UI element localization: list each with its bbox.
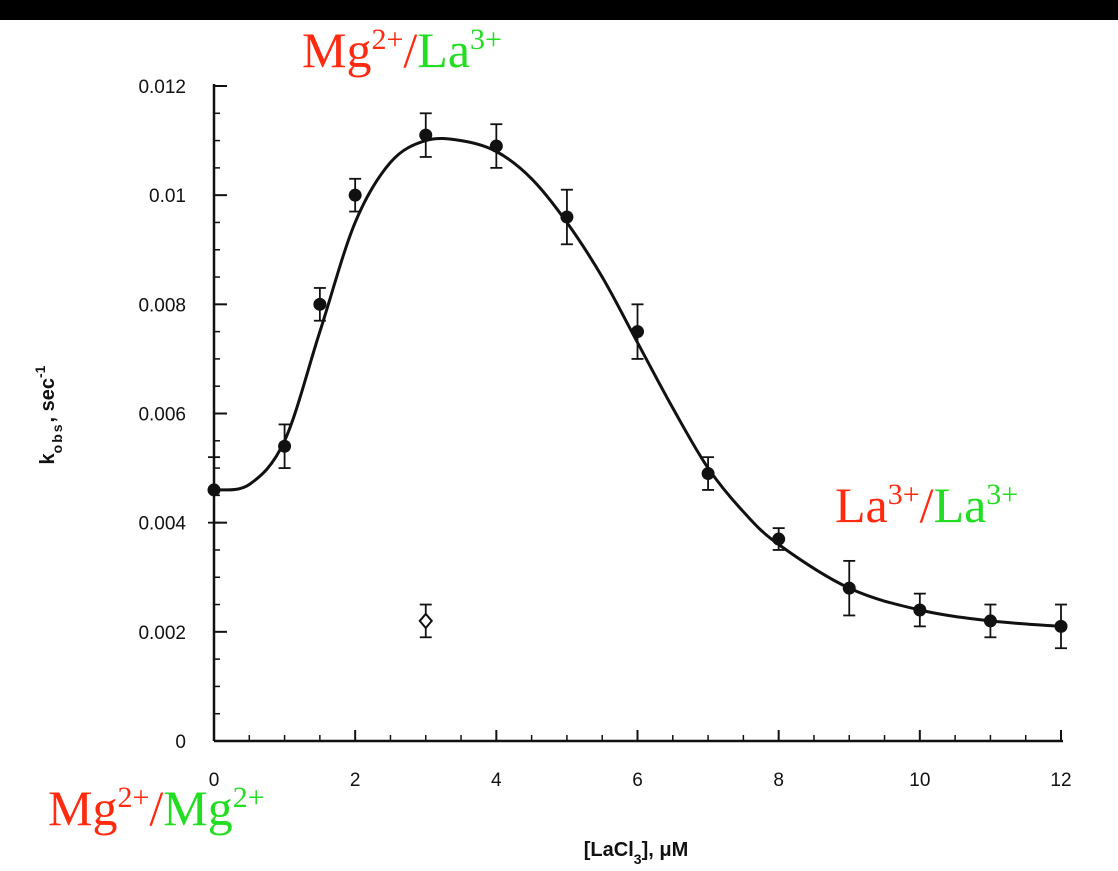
- fit-curve-group: [213, 137, 1062, 628]
- x-tick-label: 6: [632, 770, 643, 791]
- fit-curve: [213, 137, 1062, 628]
- data-point: [313, 297, 327, 311]
- tick-labels: 0 2 4 6 8 10 12 0 0.002 0.004 0.006 0.008 0.01 0.012: [138, 77, 1071, 791]
- x-tick-label: 2: [350, 770, 361, 791]
- x-tick-label: 4: [491, 770, 502, 791]
- ticks: [213, 85, 1062, 742]
- data-point: [913, 603, 927, 617]
- data-point: [983, 614, 997, 628]
- data-point: [842, 581, 856, 595]
- x-tick-label: 0: [209, 770, 220, 791]
- data-point: [701, 467, 715, 481]
- axes: [212, 84, 1063, 743]
- y-axis-title: kobs, sec-1: [32, 365, 65, 464]
- annotation-bottom: Mg2+/Mg2+: [48, 780, 265, 836]
- x-tick-label: 10: [909, 770, 930, 791]
- top-black-bar: [0, 0, 1118, 20]
- x-tick-label: 12: [1050, 770, 1071, 791]
- data-point: [489, 139, 503, 153]
- data-point: [560, 210, 574, 224]
- data-point: [772, 532, 786, 546]
- y-tick-label: 0.008: [138, 295, 186, 316]
- data-point: [1054, 619, 1068, 633]
- x-axis-title: [LaCl3], μM: [584, 839, 688, 867]
- y-tick-label: 0: [175, 732, 186, 753]
- data-points: [207, 112, 1068, 650]
- data-point: [419, 128, 433, 142]
- y-tick-label: 0.01: [149, 186, 186, 207]
- x-tick-label: 8: [773, 770, 784, 791]
- data-point: [207, 483, 221, 497]
- y-tick-label: 0.002: [138, 623, 186, 644]
- data-point: [631, 325, 644, 339]
- y-tick-label: 0.006: [138, 405, 186, 426]
- annotations: Mg2+/La3+ La3+/La3+ Mg2+/Mg2+: [48, 22, 1018, 836]
- annotation-right: La3+/La3+: [835, 477, 1018, 533]
- y-tick-label: 0.004: [138, 514, 186, 535]
- data-point: [278, 439, 292, 453]
- data-point: [348, 188, 362, 202]
- data-point-open-diamond: [418, 612, 434, 630]
- annotation-top: Mg2+/La3+: [302, 22, 502, 78]
- y-tick-label: 0.012: [138, 77, 186, 98]
